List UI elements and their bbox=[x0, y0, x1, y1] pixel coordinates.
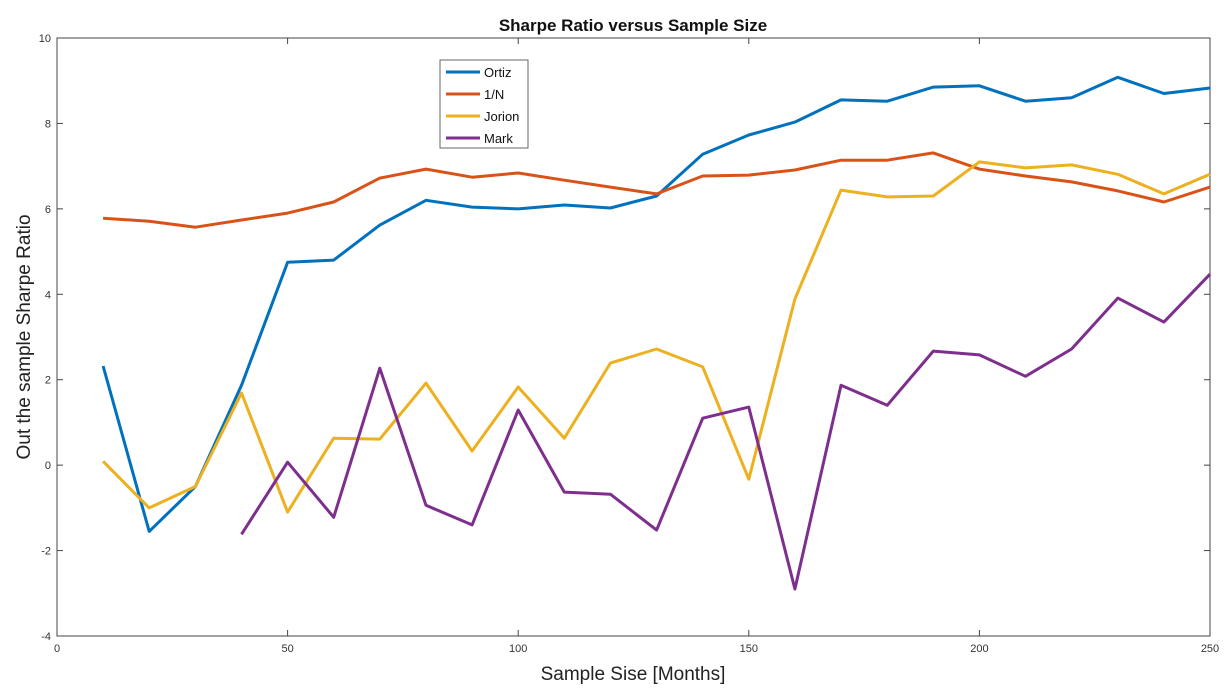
x-tick-label: 50 bbox=[281, 643, 293, 655]
legend-label: Jorion bbox=[484, 109, 519, 124]
legend-label: Mark bbox=[484, 131, 513, 146]
legend: Ortiz 1/N Jorion Mark bbox=[439, 59, 529, 149]
legend-box bbox=[439, 59, 529, 149]
chart-title: Sharpe Ratio versus Sample Size bbox=[499, 16, 767, 35]
y-tick-label: 2 bbox=[45, 375, 51, 387]
y-axis-label: Out the sample Sharpe Ratio bbox=[14, 214, 35, 459]
x-tick-label: 100 bbox=[509, 643, 527, 655]
x-tick-label: 0 bbox=[54, 643, 60, 655]
y-tick-label: 8 bbox=[45, 118, 51, 130]
series-line-1-n bbox=[103, 151, 1211, 229]
series-line-ortiz bbox=[101, 75, 1211, 533]
y-tick-label: -2 bbox=[41, 546, 51, 558]
y-tick-label: 6 bbox=[45, 204, 51, 216]
x-tick-label: 200 bbox=[970, 643, 988, 655]
plot-area bbox=[56, 37, 1211, 637]
y-tick-label: 0 bbox=[45, 460, 51, 472]
x-tick-label: 150 bbox=[740, 643, 758, 655]
series-line-mark bbox=[240, 273, 1212, 591]
x-tick-label: 250 bbox=[1201, 643, 1219, 655]
series-line-jorion bbox=[102, 160, 1211, 514]
y-tick-label: 10 bbox=[39, 33, 51, 45]
x-axis-label: Sample Sise [Months] bbox=[541, 664, 726, 685]
y-tick-label: -4 bbox=[41, 631, 51, 643]
legend-label: Ortiz bbox=[484, 65, 511, 80]
legend-label: 1/N bbox=[484, 87, 504, 102]
y-tick-label: 4 bbox=[45, 289, 51, 301]
